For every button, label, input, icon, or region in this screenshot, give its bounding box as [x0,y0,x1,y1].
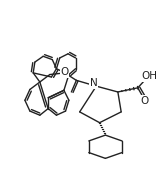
Text: O: O [141,96,149,106]
Text: O: O [61,67,69,77]
Text: N: N [90,78,98,88]
Text: OH: OH [141,71,157,81]
